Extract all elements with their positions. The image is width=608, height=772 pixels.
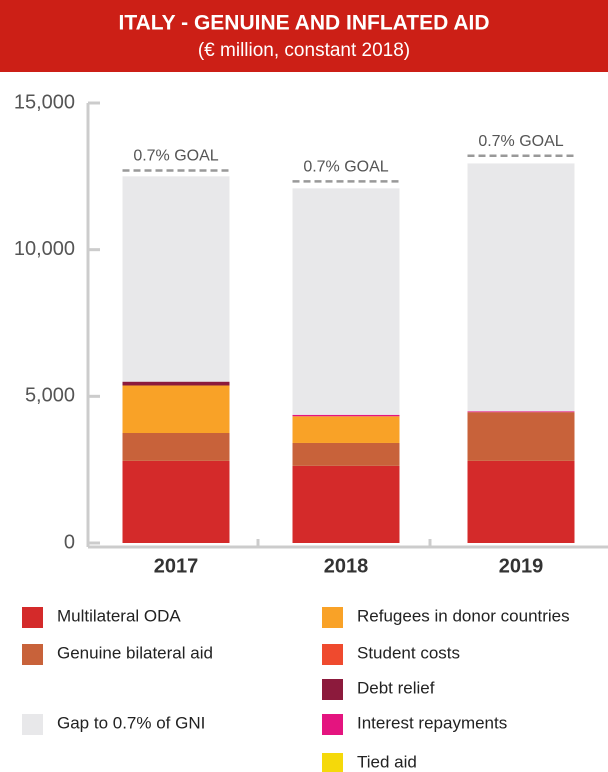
title-band — [0, 0, 608, 72]
goal-label: 0.7% GOAL — [478, 133, 563, 150]
x-tick-label: 2019 — [499, 555, 544, 577]
legend-label: Refugees in donor countries — [357, 606, 570, 625]
x-tick-label: 2017 — [154, 555, 199, 577]
bar-segment — [292, 465, 400, 543]
legend-swatch — [22, 644, 43, 665]
bar-segment — [122, 381, 230, 386]
legend-label: Genuine bilateral aid — [57, 643, 213, 662]
legend-swatch — [22, 607, 43, 628]
goal-label: 0.7% GOAL — [303, 159, 388, 176]
goal-label: 0.7% GOAL — [133, 148, 218, 165]
bar-segment — [122, 176, 230, 382]
chart-subtitle: (€ million, constant 2018) — [198, 40, 410, 61]
bar-segment — [122, 433, 230, 461]
bar-segment — [122, 460, 230, 543]
legend-label: Gap to 0.7% of GNI — [57, 713, 205, 732]
legend-label: Interest repayments — [357, 713, 507, 732]
bar-segment — [292, 442, 400, 466]
legend-label: Student costs — [357, 643, 460, 662]
y-tick-label: 15,000 — [14, 91, 75, 113]
legend-label: Tied aid — [357, 752, 417, 771]
x-tick-label: 2018 — [324, 555, 369, 577]
bar-segment — [467, 412, 575, 461]
bar-segment — [292, 414, 400, 417]
bar-segment — [292, 416, 400, 443]
y-tick-label: 5,000 — [25, 385, 75, 407]
bar-segment — [467, 411, 575, 413]
legend-label: Multilateral ODA — [57, 606, 181, 625]
y-tick-label: 0 — [64, 531, 75, 553]
legend-swatch — [22, 714, 43, 735]
legend-swatch — [322, 644, 343, 665]
bar-segment — [467, 163, 575, 412]
chart-title: ITALY - GENUINE AND INFLATED AID — [118, 12, 489, 35]
legend-swatch — [322, 679, 343, 700]
legend-swatch — [322, 714, 343, 735]
legend-swatch — [322, 607, 343, 628]
y-tick-label: 10,000 — [14, 238, 75, 260]
legend-label: Debt relief — [357, 678, 435, 697]
legend-swatch — [322, 753, 343, 772]
bar-segment — [292, 188, 400, 415]
bar-segment — [122, 385, 230, 433]
bar-segment — [467, 460, 575, 543]
